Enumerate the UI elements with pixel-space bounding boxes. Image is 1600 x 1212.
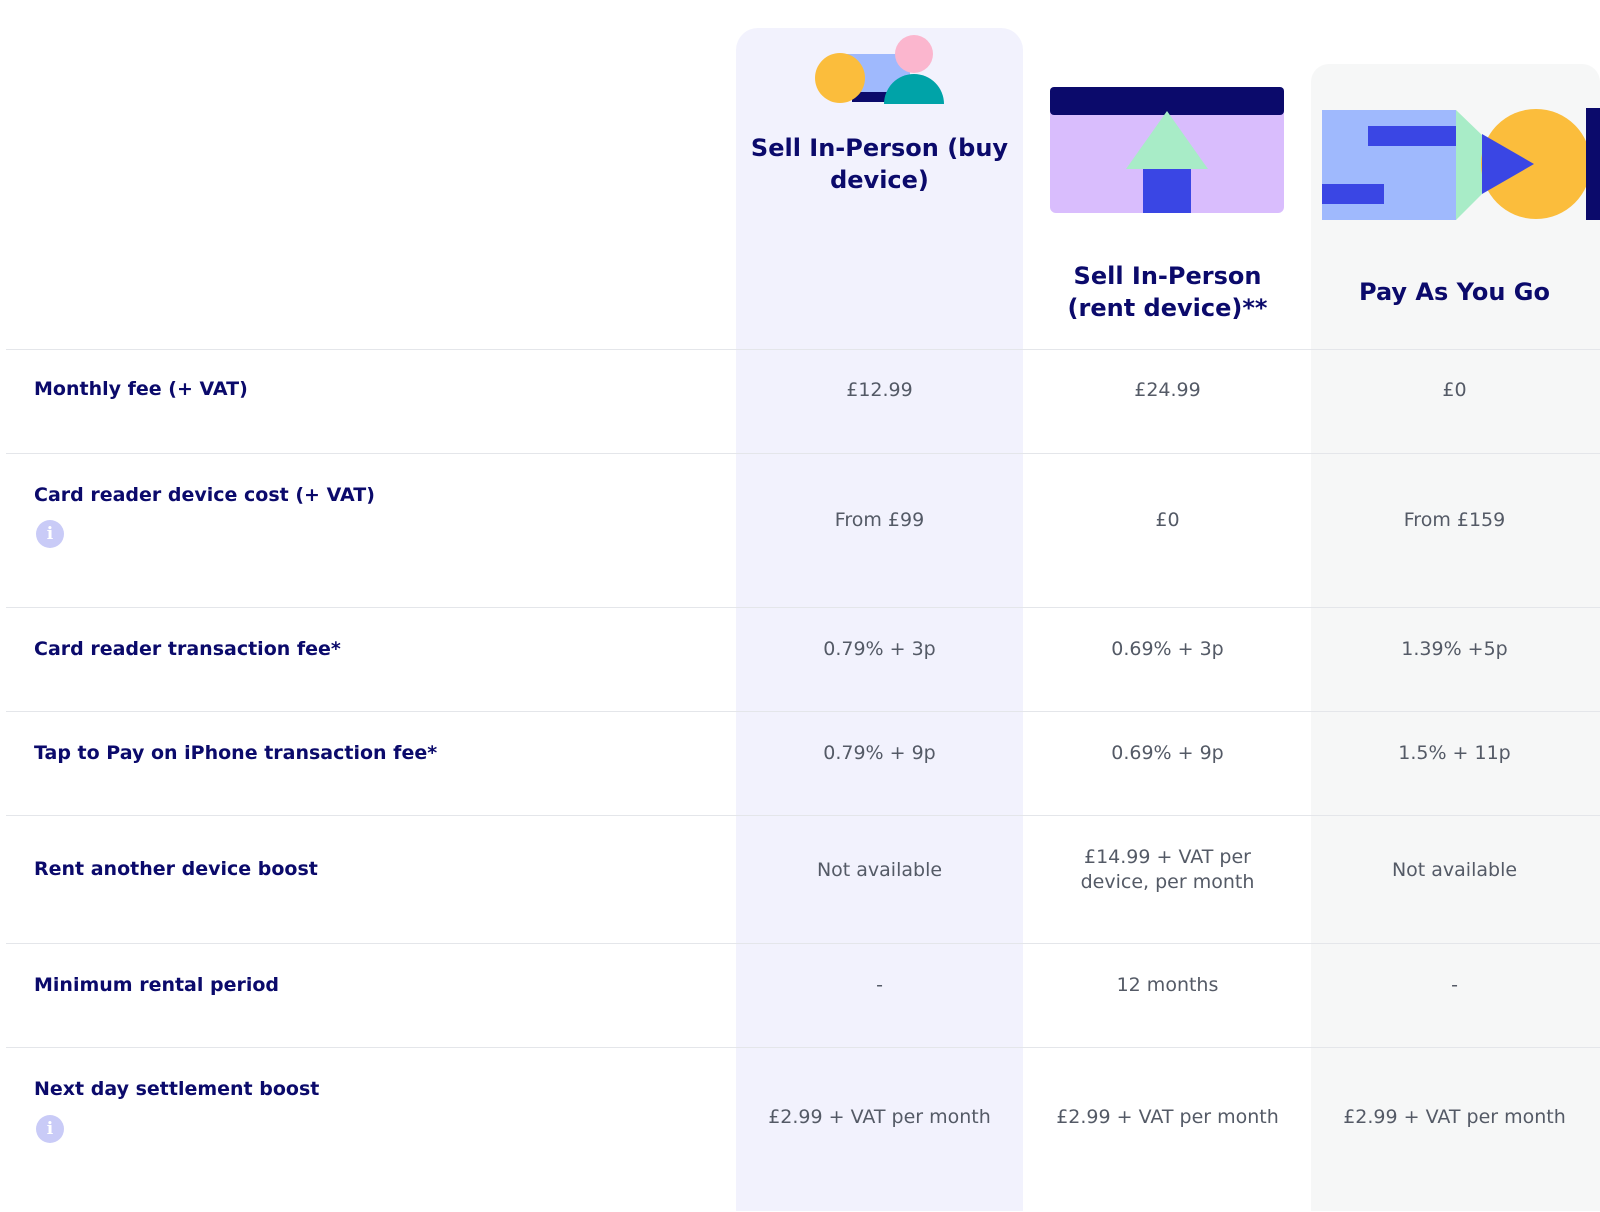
blue-bar-bottom	[1322, 184, 1384, 204]
row-label: Tap to Pay on iPhone transaction fee*	[34, 742, 438, 764]
navy-bar	[1586, 108, 1600, 220]
plan-column-pay-as-you-go	[1311, 64, 1600, 1211]
buy-device-illustration	[815, 35, 944, 104]
table-row: Card reader device cost (+ VAT) i	[6, 453, 1600, 608]
info-icon[interactable]: i	[36, 520, 64, 548]
row-label: Monthly fee (+ VAT)	[34, 378, 248, 400]
table-row: Rent another device boost	[6, 815, 1600, 944]
table-row: Minimum rental period	[6, 943, 1600, 1048]
row-label: Card reader device cost (+ VAT)	[34, 484, 375, 506]
blue-bar-top	[1368, 126, 1456, 146]
pink-circle	[895, 35, 933, 73]
plan-title: Sell In-Person (buy device)	[750, 134, 1009, 194]
plan-header-rent-device: Sell In-Person (rent device)**	[1024, 260, 1311, 324]
rent-device-illustration	[1050, 87, 1284, 213]
table-cell: 1.5% + 11p	[1398, 742, 1511, 764]
table-cell: £2.99 + VAT per month	[1343, 1106, 1566, 1128]
table-cell: £12.99	[846, 379, 913, 401]
pay-as-you-go-illustration	[1322, 108, 1600, 220]
table-cell: £24.99	[1134, 379, 1201, 401]
table-cell: £2.99 + VAT per month	[768, 1106, 991, 1128]
table-cell: -	[1451, 974, 1458, 996]
row-label: Card reader transaction fee*	[34, 638, 341, 660]
table-cell: From £99	[834, 509, 925, 531]
table-cell: From £159	[1403, 509, 1506, 531]
info-icon[interactable]: i	[36, 1115, 64, 1143]
table-cell: £2.99 + VAT per month	[1056, 1106, 1279, 1128]
table-cell: £14.99 + VAT per device, per month	[1080, 846, 1255, 893]
table-cell: 12 months	[1116, 974, 1219, 996]
table-cell: 0.79% + 9p	[823, 742, 936, 764]
row-label: Next day settlement boost	[34, 1078, 320, 1100]
mint-triangle	[1126, 111, 1208, 169]
table-row: Monthly fee (+ VAT)	[6, 349, 1600, 454]
table-cell: £0	[1155, 509, 1180, 531]
plan-title: Pay As You Go	[1359, 278, 1550, 306]
table-row: Card reader transaction fee*	[6, 607, 1600, 712]
table-cell: 0.69% + 3p	[1111, 638, 1224, 660]
plan-title: Sell In-Person (rent device)**	[1067, 262, 1268, 322]
teal-half-circle	[884, 74, 944, 104]
table-cell: -	[876, 974, 883, 996]
blue-square	[1143, 169, 1191, 213]
table-cell: Not available	[816, 859, 943, 881]
yellow-circle	[1481, 109, 1591, 219]
window-top-bar	[1050, 87, 1284, 115]
yellow-circle	[815, 53, 865, 103]
blue-triangle	[1482, 134, 1534, 194]
table-row: Tap to Pay on iPhone transaction fee*	[6, 711, 1600, 816]
row-label: Minimum rental period	[34, 974, 280, 996]
row-label: Rent another device boost	[34, 858, 318, 880]
plan-header-buy-device: Sell In-Person (buy device)	[736, 132, 1023, 196]
table-row: Next day settlement boost i	[6, 1047, 1600, 1212]
table-cell: £0	[1442, 379, 1467, 401]
table-cell: 0.69% + 9p	[1111, 742, 1224, 764]
table-cell: Not available	[1391, 859, 1518, 881]
plan-header-pay-as-you-go: Pay As You Go	[1311, 276, 1598, 308]
table-cell: 0.79% + 3p	[823, 638, 936, 660]
plan-column-buy-device	[736, 28, 1023, 1211]
card-stripe	[852, 92, 908, 102]
table-cell: 1.39% +5p	[1401, 638, 1508, 660]
